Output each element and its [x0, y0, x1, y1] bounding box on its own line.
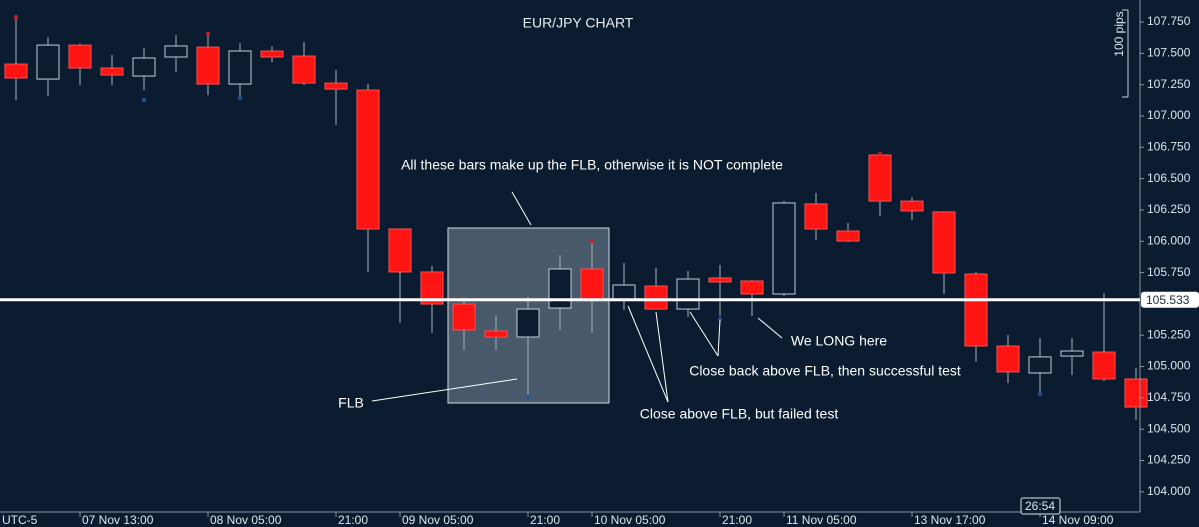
x-tick-label: 10 Nov 05:00 — [594, 513, 666, 527]
arrow — [757, 317, 783, 339]
chart-title: EUR/JPY CHART — [523, 15, 634, 31]
annotation: Close back above FLB, then successful te… — [689, 363, 961, 379]
marker — [1038, 392, 1042, 396]
candle-body — [196, 46, 220, 85]
candle-body — [740, 280, 764, 295]
candle-body — [996, 345, 1020, 373]
candle-body — [484, 330, 508, 338]
annotation: Close above FLB, but failed test — [640, 406, 839, 422]
marker — [718, 317, 722, 321]
candle-body — [900, 200, 924, 212]
y-tick-label: 107.500 — [1147, 46, 1191, 60]
scale-label: 100 pips — [1112, 11, 1126, 56]
annotation: FLB — [338, 395, 364, 411]
timer: 26:54 — [1025, 499, 1055, 513]
candle-body — [164, 45, 188, 58]
scale-bracket — [1122, 9, 1129, 98]
candle-body — [100, 67, 124, 76]
candle-body — [676, 278, 700, 310]
candle-body — [964, 273, 988, 347]
x-tick-label: 21:00 — [722, 513, 752, 527]
marker — [590, 239, 594, 243]
candle-body — [708, 277, 732, 283]
candle-body — [548, 268, 572, 309]
arrow — [655, 311, 669, 403]
marker — [14, 16, 18, 20]
candle-body — [4, 63, 28, 79]
candle-body — [836, 230, 860, 242]
x-tick-label: 14 Nov 09:00 — [1042, 513, 1114, 527]
candle-body — [356, 89, 380, 230]
y-tick-label: 105.250 — [1147, 327, 1191, 341]
arrow — [689, 311, 719, 357]
x-tick-label: 13 Nov 17:00 — [914, 513, 986, 527]
candles — [4, 15, 1148, 420]
arrows — [371, 191, 783, 403]
candle-body — [1124, 378, 1148, 408]
candle-body — [68, 44, 92, 69]
y-tick-label: 105.750 — [1147, 265, 1191, 279]
y-tick-label: 104.250 — [1147, 453, 1191, 467]
candle-body — [1060, 350, 1084, 357]
marker — [206, 32, 210, 36]
candle-body — [132, 57, 156, 77]
annotation: All these bars make up the FLB, otherwis… — [401, 157, 783, 173]
marker — [238, 96, 242, 100]
y-tick-label: 106.250 — [1147, 202, 1191, 216]
arrow — [371, 378, 518, 402]
candle-body — [388, 228, 412, 273]
marker — [526, 395, 530, 399]
candle-body — [260, 50, 284, 58]
candle-body — [324, 82, 348, 90]
candle-body — [228, 50, 252, 85]
annotation: We LONG here — [791, 333, 887, 349]
arrow — [717, 319, 721, 357]
x-tick-label: 21:00 — [530, 513, 560, 527]
y-tick-label: 104.000 — [1147, 484, 1191, 498]
candle-body — [804, 203, 828, 230]
candle-body — [1092, 351, 1116, 380]
candle-body — [420, 271, 444, 305]
x-tick-label: 07 Nov 13:00 — [82, 513, 154, 527]
x-tick-label: 11 Nov 05:00 — [786, 513, 857, 527]
x-tick-label: 08 Nov 05:00 — [210, 513, 282, 527]
x-tick-label: 21:00 — [338, 513, 368, 527]
last-price-box — [1141, 291, 1199, 308]
candle-body — [868, 154, 892, 202]
y-tick-label: 104.750 — [1147, 390, 1191, 404]
y-tick-label: 104.500 — [1147, 421, 1191, 435]
candle-body — [932, 211, 956, 274]
last-price-label: 105.533 — [1146, 293, 1190, 307]
candle-body — [1028, 356, 1052, 374]
arrow — [627, 305, 669, 403]
y-tick-label: 106.500 — [1147, 171, 1191, 185]
y-tick-label: 106.750 — [1147, 139, 1191, 153]
candle-body — [516, 308, 540, 338]
candle-body — [612, 284, 636, 300]
candle-body — [772, 202, 796, 295]
candle-body — [452, 303, 476, 331]
timezone: UTC-5 — [2, 513, 38, 527]
markers — [14, 16, 1042, 399]
y-tick-label: 105.000 — [1147, 359, 1191, 373]
x-tick-label: 09 Nov 05:00 — [402, 513, 474, 527]
y-tick-label: 107.000 — [1147, 108, 1191, 122]
timer-box — [1020, 497, 1061, 515]
candle-body — [36, 44, 60, 80]
candle-body — [292, 55, 316, 84]
marker — [878, 152, 882, 156]
y-tick-label: 107.250 — [1147, 77, 1191, 91]
candle-body — [644, 285, 668, 310]
arrow — [511, 191, 532, 226]
marker — [142, 98, 146, 102]
y-tick-label: 107.750 — [1147, 14, 1191, 28]
candle-body — [580, 268, 604, 300]
y-tick-label: 106.000 — [1147, 233, 1191, 247]
